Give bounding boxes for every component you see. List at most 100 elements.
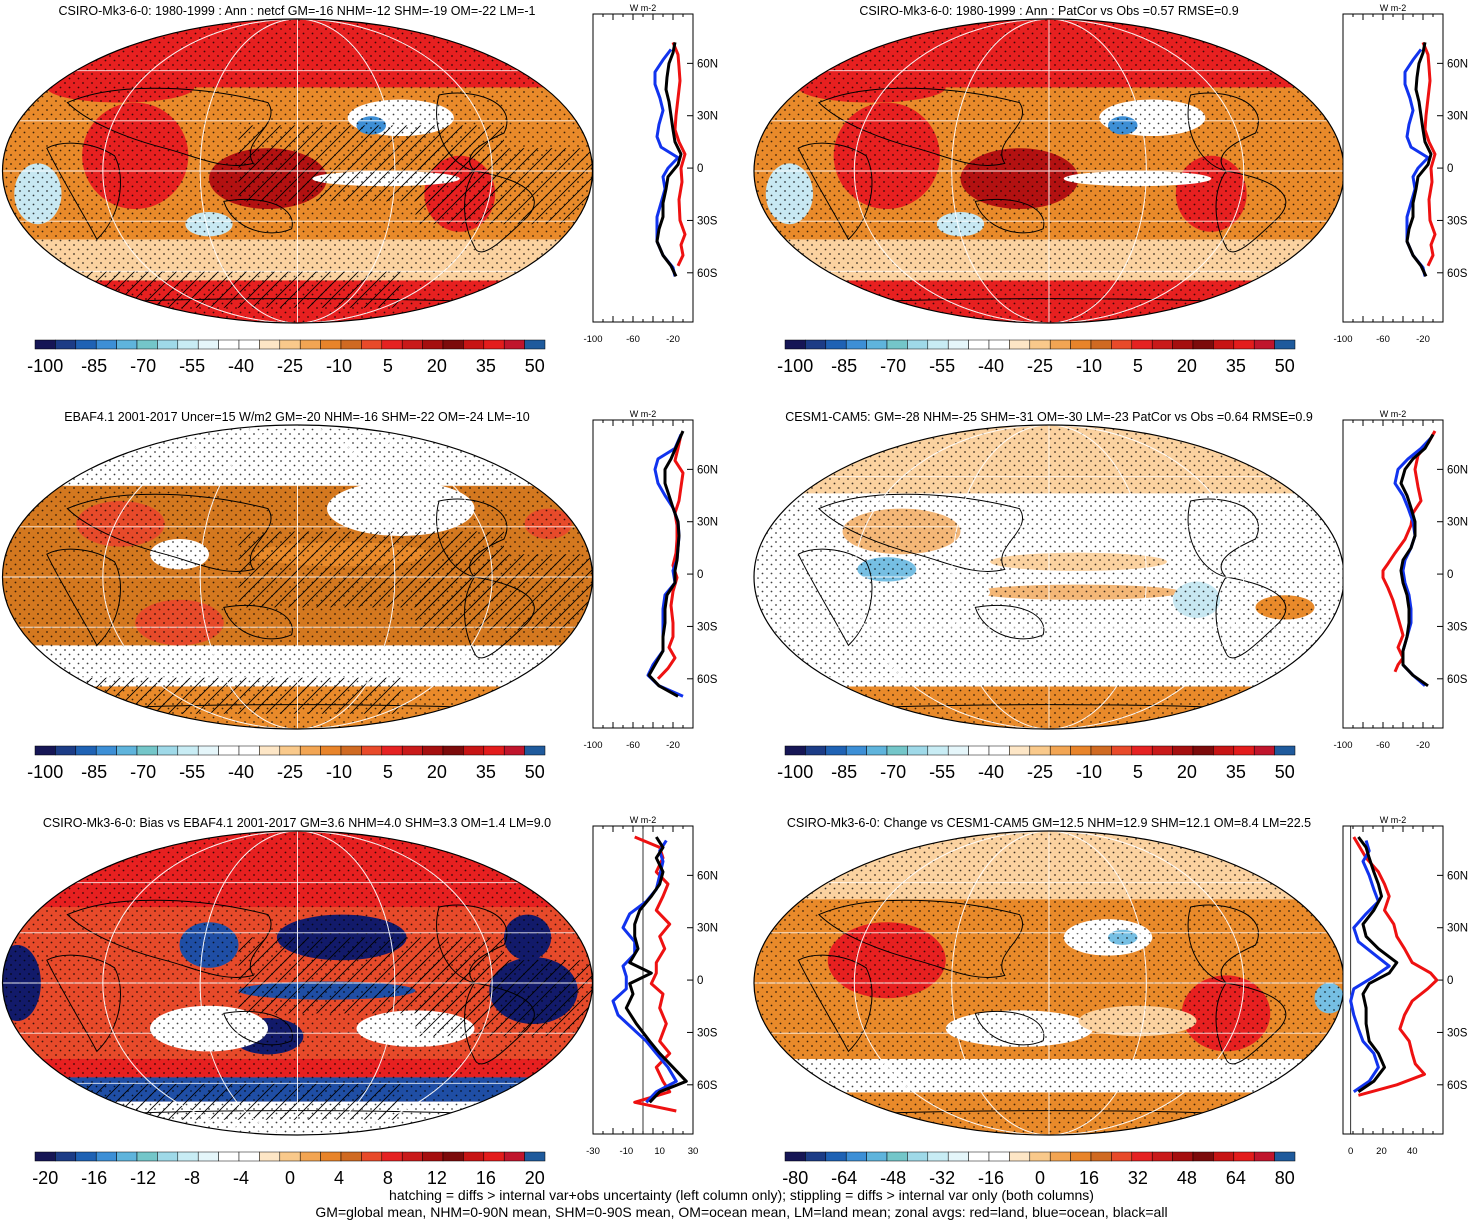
map-area — [753, 424, 1345, 730]
colorbar-swatch — [197, 745, 219, 756]
colorbar-swatch — [340, 1151, 362, 1162]
zonal-line-all — [624, 836, 688, 1104]
colorbar-swatch — [381, 745, 403, 756]
zonal-y-tick-label: 30S — [697, 215, 718, 227]
colorbar-swatch — [805, 1151, 827, 1162]
colorbar-swatch — [381, 339, 403, 350]
colorbar-swatch — [947, 339, 969, 350]
colorbar-swatch — [1213, 339, 1235, 350]
coastline — [66, 899, 272, 978]
colorbar-tick-label: -8 — [184, 1168, 200, 1188]
zonal-x-tick-label: -20 — [666, 740, 680, 751]
colorbar-swatch — [1274, 1151, 1296, 1162]
colorbar: -100 -85 -70 -55 -40 -25 -10 5 20 35 50 — [777, 339, 1296, 376]
colorbar-swatch — [1151, 339, 1173, 350]
hatching-overlay — [2, 531, 593, 714]
colorbar-swatch — [401, 745, 423, 756]
colorbar-tick-label: 16 — [476, 1168, 496, 1188]
zonal-line-land — [656, 434, 685, 680]
colorbar-swatch — [1009, 1151, 1031, 1162]
coastline — [1187, 498, 1259, 578]
coastline — [464, 170, 535, 253]
colorbar-swatch — [866, 1151, 888, 1162]
colorbar-tick-label: 35 — [476, 762, 496, 782]
colorbar-swatch — [907, 1151, 929, 1162]
zonal-y-tick-label: 30S — [1447, 621, 1468, 633]
colorbar: -100 -85 -70 -55 -40 -25 -10 5 20 35 50 — [27, 745, 546, 782]
colorbar-swatch — [784, 1151, 806, 1162]
colorbar-tick-label: -40 — [228, 356, 254, 376]
colorbar-swatch — [197, 339, 219, 350]
coastline — [1187, 92, 1259, 172]
colorbar-swatch — [1192, 339, 1214, 350]
map-area — [753, 18, 1345, 324]
colorbar-tick-label: -10 — [326, 762, 352, 782]
zonal-x-tick-label: -60 — [1376, 334, 1390, 345]
colorbar-swatch — [483, 745, 505, 756]
colorbar-swatch — [1172, 339, 1194, 350]
zonal-x-tick-label: -100 — [1333, 334, 1352, 345]
colorbar-swatch — [1253, 745, 1275, 756]
hatched-region — [415, 960, 593, 1037]
colorbar-swatch — [75, 745, 97, 756]
colorbar-tick-label: -100 — [27, 356, 63, 376]
zonal-y-tick-label: 60N — [1447, 870, 1468, 882]
zonal-y-tick-label: 30N — [1447, 923, 1468, 935]
colorbar-tick-label: 50 — [1275, 762, 1295, 782]
colorbar-tick-label: 50 — [1275, 356, 1295, 376]
colorbar: -80 -64 -48 -32 -16 0 16 32 48 64 80 — [782, 1151, 1296, 1188]
zonal-average-plot: W m-2 60N 30N 0 30S 60S -100 -60 -20 — [1333, 3, 1468, 345]
colorbar-tick-label: -80 — [782, 1168, 808, 1188]
colorbar-tick-label: 80 — [1275, 1168, 1295, 1188]
colorbar-tick-label: -40 — [978, 356, 1004, 376]
footer-note-legend: GM=global mean, NHM=0-90N mean, SHM=0-90… — [315, 1204, 1168, 1220]
colorbar-tick-label: 8 — [383, 1168, 393, 1188]
coastline — [797, 142, 873, 241]
zonal-x-tick-label: 40 — [1407, 1146, 1418, 1157]
panel-4: CESM1-CAM5: GM=-28 NHM=-25 SHM=-31 OM=-3… — [753, 409, 1468, 782]
colorbar-swatch — [75, 1151, 97, 1162]
colorbar-swatch — [218, 1151, 240, 1162]
graticule — [2, 424, 593, 730]
colorbar-swatch — [1253, 339, 1275, 350]
zonal-y-tick-label: 60N — [697, 58, 718, 70]
colorbar-swatch — [116, 1151, 138, 1162]
zonal-y-tick-label: 60S — [697, 268, 718, 280]
zonal-x-tick-label: -60 — [626, 740, 640, 751]
zonal-x-tick-label: 10 — [654, 1146, 665, 1157]
colorbar-swatch — [34, 745, 56, 756]
zonal-y-tick-label: 30N — [697, 111, 718, 123]
colorbar-tick-label: -55 — [179, 762, 205, 782]
colorbar-swatch — [340, 745, 362, 756]
colorbar-swatch — [866, 339, 888, 350]
colorbar-swatch — [95, 745, 117, 756]
colorbar-swatch — [1090, 339, 1112, 350]
zonal-average-plot: W m-2 60N 30N 0 30S 60S -100 -60 -20 — [583, 409, 718, 751]
colorbar-swatch — [177, 339, 199, 350]
panel-5: CSIRO-Mk3-6-0: Bias vs EBAF4.1 2001-2017… — [1, 815, 718, 1188]
colorbar-tick-label: -70 — [130, 356, 156, 376]
colorbar-swatch — [320, 339, 342, 350]
zonal-y-tick-label: 0 — [697, 163, 703, 175]
colorbar-swatch — [1029, 339, 1051, 350]
zonal-unit-label: W m-2 — [1380, 815, 1407, 825]
colorbar-tick-label: -100 — [777, 762, 813, 782]
colorbar-swatch — [1131, 745, 1153, 756]
colorbar-swatch — [218, 745, 240, 756]
colorbar-tick-label: -16 — [978, 1168, 1004, 1188]
coastline — [46, 548, 121, 647]
zonal-y-tick-label: 30N — [697, 517, 718, 529]
colorbar-swatch — [886, 745, 908, 756]
colorbar-tick-label: 5 — [1133, 762, 1143, 782]
zonal-y-tick-label: 30S — [1447, 1027, 1468, 1039]
colorbar-swatch — [1111, 745, 1133, 756]
colorbar-swatch — [177, 745, 199, 756]
map-area — [1, 830, 594, 1136]
colorbar-swatch — [805, 745, 827, 756]
zonal-y-tick-label: 60N — [697, 464, 718, 476]
zonal-unit-label: W m-2 — [1380, 409, 1407, 419]
panel-6: CSIRO-Mk3-6-0: Change vs CESM1-CAM5 GM=1… — [753, 815, 1468, 1188]
coastline — [46, 142, 121, 241]
colorbar-tick-label: -48 — [880, 1168, 906, 1188]
colorbar-tick-label: 35 — [1226, 356, 1246, 376]
